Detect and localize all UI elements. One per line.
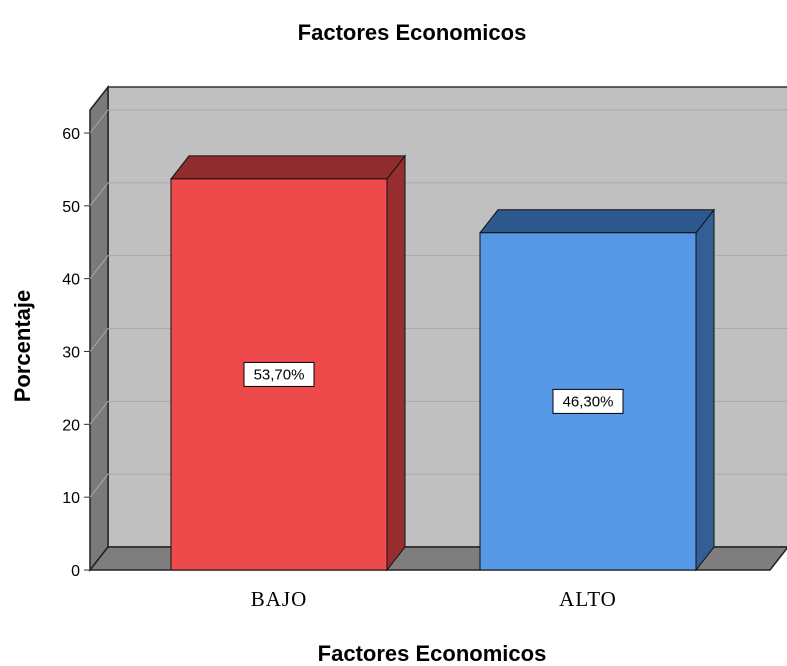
y-tick-label: 50 (62, 199, 80, 216)
gridline (89, 182, 787, 207)
bar-top (478, 209, 716, 234)
bar-bajo: 53,70% (169, 154, 407, 572)
y-tick-label: 20 (62, 417, 80, 434)
y-tick-label: 60 (62, 126, 80, 143)
bar-alto: 46,30% (478, 208, 716, 572)
y-axis-label: Porcentaje (10, 290, 35, 403)
x-tick-label: ALTO (559, 587, 617, 611)
bar-top (169, 155, 407, 180)
data-label: 46,30% (563, 393, 614, 410)
data-label-box (243, 361, 315, 387)
y-axis: 0 10 20 30 40 50 60 (62, 126, 90, 580)
gridline (89, 109, 787, 134)
y-tick-label: 30 (62, 345, 80, 362)
chart-title: Factores Economicos (298, 20, 527, 45)
data-label: 53,70% (254, 366, 305, 383)
plot-left-wall (89, 84, 109, 573)
x-tick-label: BAJO (251, 587, 308, 611)
x-axis-label: Factores Economicos (318, 641, 547, 666)
bar-side (386, 154, 406, 572)
bars: 53,70% 46,30% (169, 154, 716, 572)
y-tick-label: 40 (62, 272, 80, 289)
y-tick-label: 0 (71, 563, 80, 580)
bar-side (695, 208, 715, 572)
x-axis: BAJO ALTO (251, 587, 617, 611)
y-tick-label: 10 (62, 490, 80, 507)
data-label-box (552, 388, 624, 414)
